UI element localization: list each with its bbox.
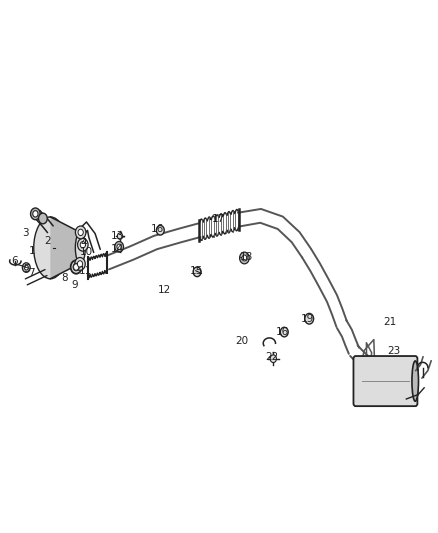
Text: 3: 3 [22, 229, 29, 238]
Text: 5: 5 [23, 264, 30, 274]
Ellipse shape [75, 232, 85, 263]
Text: 19: 19 [301, 314, 314, 324]
Circle shape [31, 208, 40, 220]
Text: 2: 2 [44, 236, 51, 246]
Circle shape [193, 267, 201, 277]
Circle shape [242, 255, 247, 261]
Ellipse shape [379, 361, 386, 401]
Text: 1: 1 [28, 246, 35, 255]
Circle shape [115, 241, 124, 252]
Circle shape [71, 261, 81, 273]
Text: 8: 8 [61, 273, 68, 283]
Text: 6: 6 [11, 256, 18, 266]
Text: 23: 23 [388, 346, 401, 356]
Text: 10: 10 [80, 247, 93, 256]
Circle shape [71, 260, 82, 274]
Circle shape [117, 244, 121, 249]
Text: 16: 16 [276, 327, 289, 336]
Circle shape [73, 263, 79, 271]
Circle shape [117, 233, 123, 239]
Polygon shape [356, 359, 415, 403]
Ellipse shape [412, 361, 418, 401]
Circle shape [240, 252, 249, 264]
Text: 21: 21 [383, 318, 396, 327]
Text: 13: 13 [111, 231, 124, 240]
Text: 11: 11 [79, 266, 92, 276]
Text: 14: 14 [111, 244, 124, 254]
Circle shape [22, 263, 30, 272]
Ellipse shape [34, 217, 67, 279]
Circle shape [78, 261, 83, 267]
Text: 16: 16 [151, 224, 164, 234]
Circle shape [270, 355, 276, 362]
Text: 22: 22 [265, 352, 278, 362]
Circle shape [24, 265, 28, 270]
Text: 15: 15 [190, 266, 203, 276]
Text: 20: 20 [236, 336, 249, 346]
Polygon shape [50, 217, 80, 279]
Circle shape [75, 226, 86, 239]
Circle shape [74, 264, 79, 270]
Circle shape [78, 238, 88, 251]
Circle shape [305, 313, 314, 324]
Text: 18: 18 [240, 252, 253, 262]
Text: 7: 7 [28, 269, 35, 278]
Circle shape [33, 211, 38, 217]
Text: 4: 4 [81, 238, 88, 247]
Text: 9: 9 [71, 280, 78, 290]
Text: 17: 17 [212, 214, 225, 223]
Circle shape [156, 225, 164, 235]
Circle shape [78, 229, 83, 236]
Text: 12: 12 [158, 286, 171, 295]
Circle shape [75, 257, 85, 270]
Circle shape [39, 213, 47, 224]
Circle shape [280, 327, 288, 337]
Circle shape [80, 241, 85, 248]
FancyBboxPatch shape [353, 356, 417, 406]
